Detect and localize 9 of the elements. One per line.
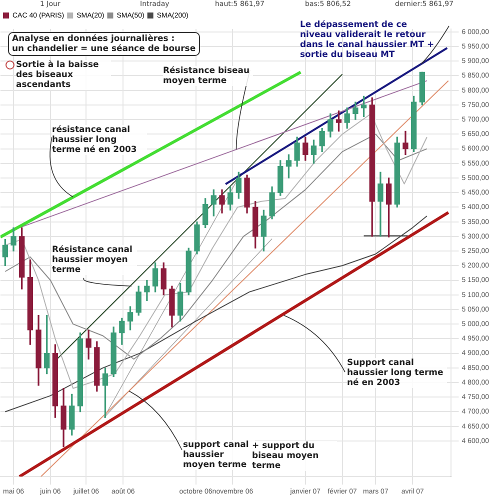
annotation: Analyse en données journalières : un chandelier = une séance de bourse: [8, 32, 200, 56]
annotation: Résistance canal haussier moyen terme: [52, 245, 137, 275]
annotation: Sortie à la baisse des biseaux ascendants: [16, 60, 111, 90]
annotation: résistance canal haussier long terme né en 2003: [52, 125, 147, 155]
annotation: Résistance biseau moyen terme: [163, 66, 253, 86]
annotation: Le dépassement de ce niveau validerait le retour dans le canal haussier MT + sortie du biseau MT: [300, 20, 436, 60]
annotation: support canal haussier moyen terme: [183, 440, 249, 470]
annotation: + support du biseau moyen terme: [252, 441, 337, 471]
annotation: Support canal haussier long terme né en 2003: [347, 358, 447, 388]
